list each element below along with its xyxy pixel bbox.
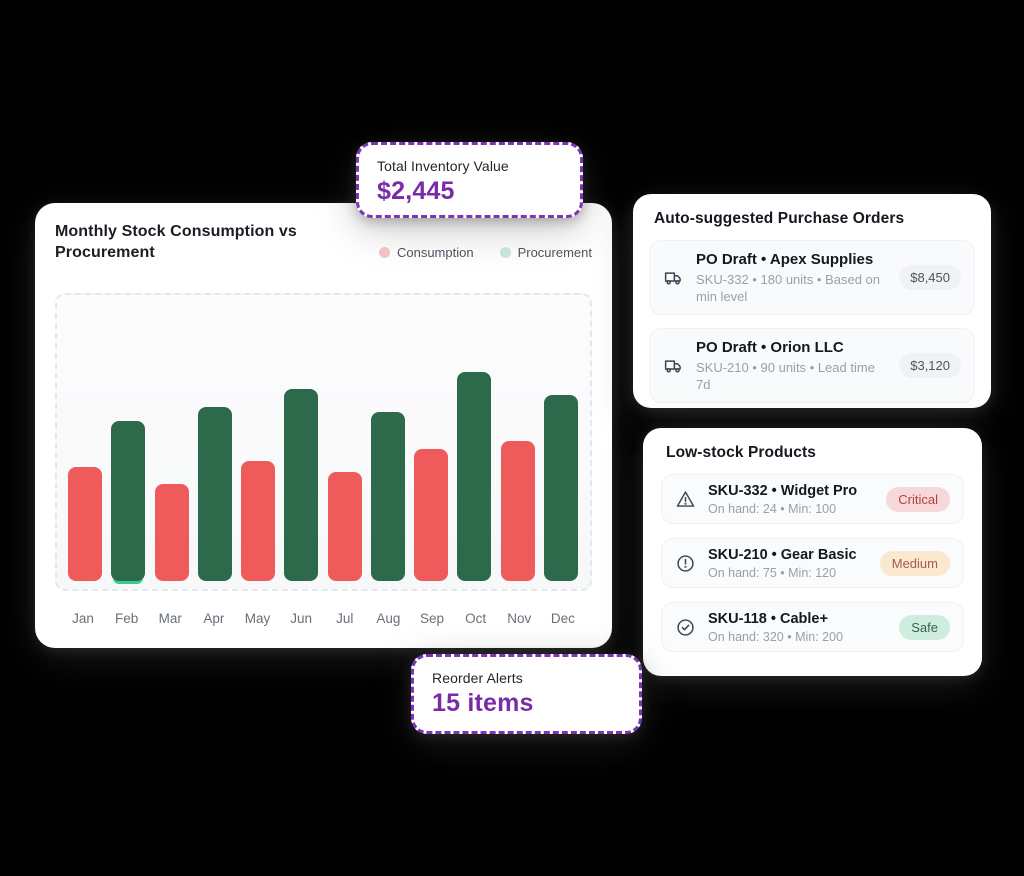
low-stock-title: Low-stock Products: [666, 444, 816, 461]
legend-item-procurement: Procurement: [499, 245, 592, 260]
status-badge: Critical: [886, 486, 950, 512]
bar-jul-consumption: [327, 295, 362, 581]
bar-jun-procurement: [284, 295, 319, 581]
low-stock-row-subtitle: On hand: 320 • Min: 200: [708, 629, 844, 644]
bar: [414, 449, 449, 581]
po-row-text: PO Draft • Apex Supplies SKU-332 • 180 u…: [696, 250, 887, 305]
bar-apr-procurement: [197, 295, 232, 581]
low-stock-row-title: SKU-332 • Widget Pro: [708, 482, 858, 499]
month-label-jul: Jul: [336, 611, 354, 626]
month-label-apr: Apr: [203, 611, 225, 626]
low-stock-row-gear-basic[interactable]: SKU-210 • Gear Basic On hand: 75 • Min: …: [661, 538, 964, 588]
po-row-apex-supplies[interactable]: PO Draft • Apex Supplies SKU-332 • 180 u…: [649, 240, 975, 315]
low-stock-row-title: SKU-210 • Gear Basic: [708, 546, 857, 563]
low-stock-row-text: SKU-118 • Cable+ On hand: 320 • Min: 200: [708, 610, 887, 645]
reorder-alerts-card[interactable]: Reorder Alerts 15 items: [411, 654, 642, 734]
month-label-mar: Mar: [158, 611, 182, 626]
stat-value: 15 items: [432, 689, 534, 717]
legend-label: Consumption: [396, 245, 474, 260]
bar-oct-procurement: [457, 295, 492, 581]
stat-label: Total Inventory Value: [377, 158, 509, 174]
bar: [543, 395, 578, 581]
month-label-jun: Jun: [290, 611, 313, 626]
po-row-title: PO Draft • Apex Supplies: [696, 251, 874, 268]
po-row-orion-llc[interactable]: PO Draft • Orion LLC SKU-210 • 90 units …: [649, 328, 975, 403]
low-stock-row-title: SKU-118 • Cable+: [708, 610, 828, 627]
bar-mar-consumption: [154, 295, 189, 581]
purchase-orders-card: Auto-suggested Purchase Orders PO Draft …: [633, 194, 991, 408]
bar-group: [68, 295, 578, 584]
low-stock-row-subtitle: On hand: 75 • Min: 120: [708, 565, 837, 580]
stat-value: $2,445: [377, 177, 455, 205]
month-label-nov: Nov: [507, 611, 532, 626]
month-label-may: May: [244, 611, 271, 626]
bar: [68, 466, 102, 581]
month-label-jan: Jan: [72, 611, 94, 626]
status-badge: Safe: [899, 614, 950, 640]
legend-label: Procurement: [517, 245, 592, 260]
truck-icon: [663, 267, 684, 288]
po-row-subtitle: SKU-210 • 90 units • Lead time 7d: [696, 360, 875, 392]
month-label-dec: Dec: [550, 611, 575, 626]
month-label-oct: Oct: [465, 611, 487, 626]
bar: [457, 372, 492, 581]
bar: [154, 483, 189, 581]
bar-jan-consumption: [68, 295, 102, 581]
alert-circle-icon: [675, 553, 696, 574]
bar: [500, 440, 535, 581]
chart-card: Monthly Stock Consumption vs Procurement…: [35, 203, 612, 648]
month-label-feb: Feb: [114, 611, 139, 626]
po-amount-pill: $8,450: [899, 265, 961, 290]
legend-item-consumption: Consumption: [378, 245, 474, 260]
chart-plot-area: [55, 293, 592, 591]
x-axis-labels: Jan Feb Mar Apr May Jun Jul Aug Sep Oct Nov Dec: [66, 611, 580, 626]
bar-may-consumption: [241, 295, 276, 581]
check-circle-icon: [675, 617, 696, 638]
low-stock-row-text: SKU-332 • Widget Pro On hand: 24 • Min: …: [708, 482, 874, 517]
bar: [327, 472, 362, 581]
po-amount-pill: $3,120: [899, 353, 961, 378]
bar-aug-procurement: [370, 295, 405, 581]
consumption-dot-icon: [378, 247, 390, 258]
chart-legend: Consumption Procurement: [378, 245, 592, 260]
purchase-orders-list: PO Draft • Apex Supplies SKU-332 • 180 u…: [649, 240, 975, 403]
warning-triangle-icon: [675, 489, 696, 510]
month-label-aug: Aug: [376, 611, 401, 626]
procurement-dot-icon: [499, 247, 511, 258]
bar-nov-consumption: [500, 295, 535, 581]
truck-icon: [663, 355, 684, 376]
total-inventory-value-card[interactable]: Total Inventory Value $2,445: [356, 142, 583, 218]
bar: [370, 412, 405, 581]
purchase-orders-title: Auto-suggested Purchase Orders: [654, 210, 905, 227]
low-stock-row-text: SKU-210 • Gear Basic On hand: 75 • Min: …: [708, 546, 868, 581]
po-row-title: PO Draft • Orion LLC: [696, 339, 844, 356]
status-badge: Medium: [879, 550, 950, 576]
low-stock-row-cable-plus[interactable]: SKU-118 • Cable+ On hand: 320 • Min: 200…: [661, 602, 964, 652]
bar: [284, 389, 319, 581]
low-stock-row-widget-pro[interactable]: SKU-332 • Widget Pro On hand: 24 • Min: …: [661, 474, 964, 524]
low-stock-row-subtitle: On hand: 24 • Min: 100: [708, 501, 837, 516]
bar-feb-procurement: [111, 295, 146, 584]
po-row-text: PO Draft • Orion LLC SKU-210 • 90 units …: [696, 338, 887, 393]
chart-title: Monthly Stock Consumption vs Procurement: [55, 223, 297, 261]
bar: [241, 460, 276, 581]
low-stock-list: SKU-332 • Widget Pro On hand: 24 • Min: …: [661, 474, 964, 652]
po-row-subtitle: SKU-332 • 180 units • Based on min level: [696, 272, 880, 304]
bar-sep-consumption: [414, 295, 449, 581]
bar-dec-procurement: [543, 295, 578, 581]
bar: [197, 406, 232, 581]
stat-label: Reorder Alerts: [432, 670, 523, 686]
low-stock-products-card: Low-stock Products SKU-332 • Widget Pro …: [643, 428, 982, 676]
month-label-sep: Sep: [419, 611, 445, 626]
bar: [111, 420, 146, 581]
